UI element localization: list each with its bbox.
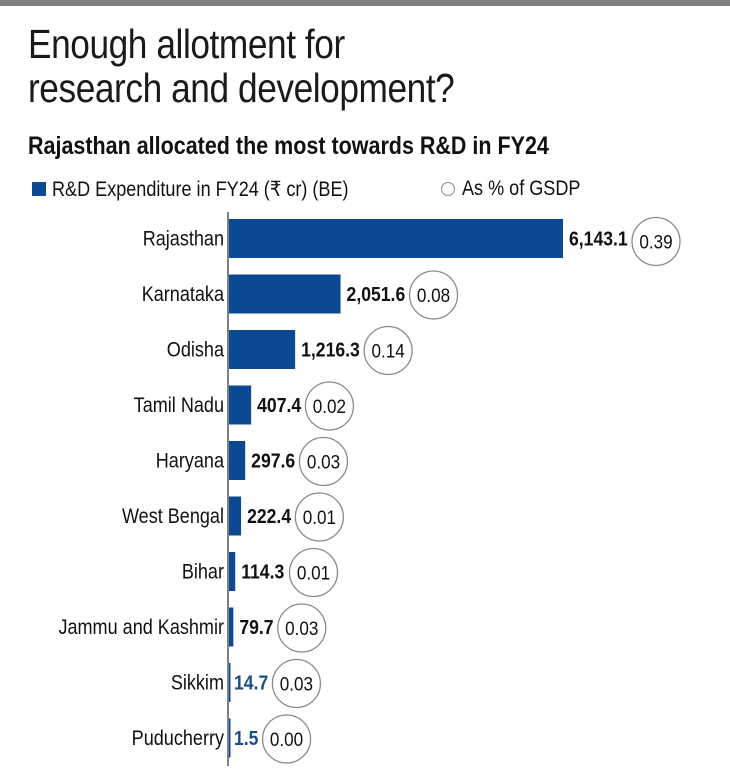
value-label: 1.5 — [234, 727, 258, 749]
gsdp-circle — [277, 603, 327, 653]
gsdp-circle — [304, 381, 355, 431]
category-label: Sikkim — [171, 671, 224, 695]
bar — [229, 663, 231, 702]
bar — [229, 496, 242, 536]
gsdp-label: 0.00 — [270, 729, 303, 750]
gsdp-label: 0.14 — [371, 341, 404, 362]
bar — [229, 552, 236, 591]
legend-item-gsdp: As % of GSDP — [441, 176, 600, 202]
gsdp-label: 0.01 — [303, 507, 336, 528]
category-label: Rajasthan — [143, 227, 224, 251]
value-label: 407.4 — [257, 394, 302, 416]
category-label: Odisha — [167, 338, 224, 362]
title-line-1: Enough allotment for — [28, 21, 345, 67]
gsdp-label: 0.03 — [280, 674, 313, 695]
square-icon — [32, 182, 46, 196]
bar — [229, 330, 296, 369]
page-title: Enough allotment for research and develo… — [28, 21, 455, 111]
gsdp-circle — [261, 714, 312, 764]
category-label: Bihar — [182, 560, 225, 584]
category-label: Jammu and Kashmir — [58, 616, 224, 640]
bar — [229, 385, 252, 425]
legend-label-gsdp: As % of GSDP — [462, 177, 581, 200]
category-label: Haryana — [156, 449, 224, 473]
category-label: West Bengal — [122, 505, 224, 529]
gsdp-circle — [288, 547, 339, 598]
value-label: 1,216.3 — [301, 338, 360, 360]
legend-label-expenditure: R&D Expenditure in FY24 (₹ cr) (BE) — [52, 177, 349, 201]
value-label: 114.3 — [241, 560, 284, 582]
value-label: 6,143.1 — [569, 227, 628, 249]
gsdp-label: 0.02 — [313, 396, 346, 417]
bar — [229, 219, 563, 258]
gsdp-label: 0.01 — [297, 563, 330, 584]
gsdp-circle — [271, 658, 322, 709]
gsdp-circle — [363, 325, 413, 376]
bar — [229, 441, 246, 480]
bar — [229, 718, 231, 758]
circle-icon — [441, 182, 455, 196]
category-label: Puducherry — [132, 727, 225, 751]
gsdp-circle — [294, 492, 345, 542]
chart-title: Rajasthan allocated the most towards R&D… — [28, 132, 549, 160]
top-band — [0, 0, 730, 6]
gsdp-label: 0.03 — [285, 618, 318, 639]
category-label: Karnataka — [142, 283, 224, 307]
gsdp-circle — [631, 216, 681, 267]
category-label: Tamil Nadu — [134, 394, 224, 418]
gsdp-label: 0.08 — [417, 285, 450, 306]
gsdp-label: 0.39 — [639, 232, 672, 253]
gsdp-label: 0.03 — [307, 452, 340, 473]
value-label: 222.4 — [247, 505, 292, 527]
value-label: 297.6 — [251, 449, 295, 471]
bar — [229, 274, 341, 314]
value-label: 14.7 — [234, 671, 268, 693]
gsdp-circle — [408, 270, 459, 320]
legend-item-expenditure: R&D Expenditure in FY24 (₹ cr) (BE) — [32, 176, 397, 202]
title-line-2: research and development? — [28, 65, 455, 111]
value-label: 2,051.6 — [347, 283, 406, 305]
gsdp-circle — [298, 436, 349, 487]
value-label: 79.7 — [239, 616, 273, 638]
bar — [229, 607, 234, 647]
